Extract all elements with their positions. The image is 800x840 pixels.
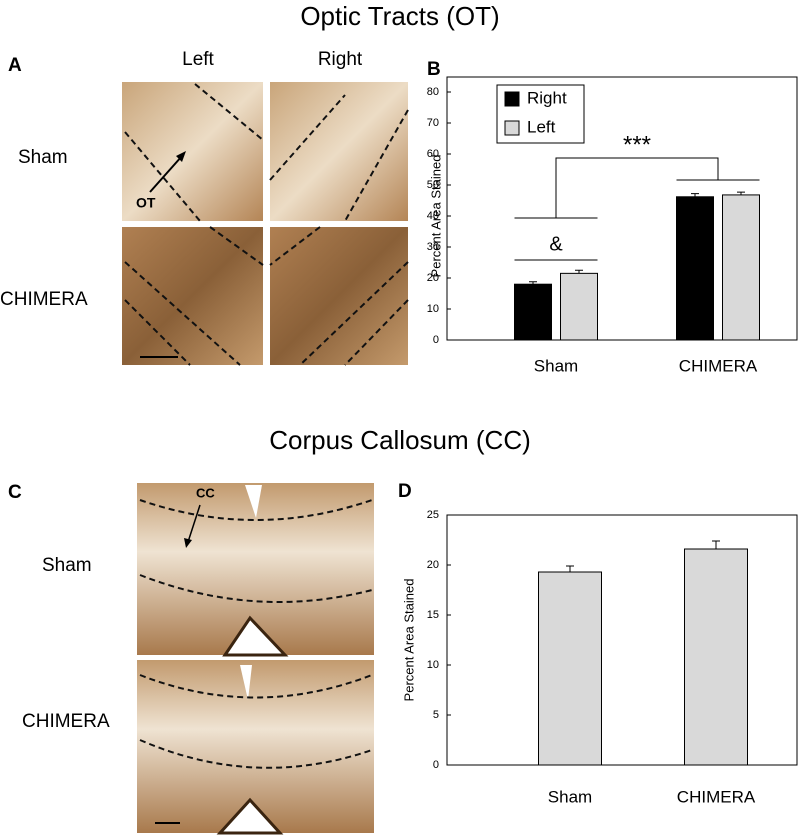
bar	[538, 571, 602, 766]
y-tick-label: 20	[427, 559, 439, 571]
error-bar	[737, 191, 745, 195]
error-bar	[575, 269, 583, 274]
row-label: CHIMERA	[0, 289, 88, 310]
title: Corpus Callosum (CC)	[269, 425, 531, 455]
legend-swatch	[504, 91, 520, 107]
y-tick-label: 15	[427, 609, 439, 621]
x-tick-label: Sham	[534, 356, 578, 375]
annotation: ***	[623, 131, 651, 158]
panel-label: C	[8, 482, 22, 503]
error-bar	[566, 565, 574, 572]
y-tick-label: 50	[427, 179, 439, 191]
panel-label: B	[427, 59, 441, 80]
plot-frame	[446, 76, 798, 341]
significance-bracket	[514, 157, 760, 219]
bar	[676, 196, 714, 341]
annotation: &	[549, 233, 563, 255]
pointer-label: CC	[196, 485, 215, 500]
y-tick-label: 5	[433, 709, 439, 721]
y-axis-label: Percent Area Stained	[401, 579, 416, 702]
y-tick-label: 30	[427, 241, 439, 253]
y-tick-label: 80	[427, 86, 439, 98]
y-tick-label: 20	[427, 272, 439, 284]
column-label: Left	[182, 49, 214, 70]
y-tick-label: 40	[427, 210, 439, 222]
legend-swatch	[504, 120, 520, 136]
bar	[684, 548, 748, 766]
row-label: Sham	[42, 555, 92, 576]
error-bar	[712, 540, 720, 549]
pointer-label: OT	[136, 195, 156, 211]
y-tick-label: 10	[427, 303, 439, 315]
y-tick-label: 25	[427, 509, 439, 521]
x-tick-label: CHIMERA	[679, 356, 758, 375]
y-tick-label: 0	[433, 334, 439, 346]
bar	[560, 272, 598, 341]
legend-label: Right	[527, 88, 567, 107]
plot-frame	[446, 514, 798, 766]
error-bar	[691, 193, 699, 197]
bar	[514, 283, 552, 341]
panel-label: A	[8, 55, 22, 76]
y-tick-label: 10	[427, 659, 439, 671]
column-label: Right	[318, 49, 363, 70]
panel-label: D	[398, 481, 412, 502]
micrographs-cc	[137, 483, 374, 835]
legend-label: Left	[527, 117, 556, 136]
error-bar	[529, 281, 537, 285]
micrographs-ot	[122, 82, 409, 366]
y-tick-label: 0	[433, 759, 439, 771]
x-tick-label: Sham	[548, 787, 592, 806]
y-tick-label: 70	[427, 117, 439, 129]
row-label: CHIMERA	[22, 711, 110, 732]
x-tick-label: CHIMERA	[677, 787, 756, 806]
bar	[722, 194, 760, 341]
y-tick-label: 60	[427, 148, 439, 160]
row-label: Sham	[18, 147, 68, 168]
y-axis-label: Percent Area Stained	[428, 155, 443, 278]
title: Optic Tracts (OT)	[300, 1, 499, 31]
